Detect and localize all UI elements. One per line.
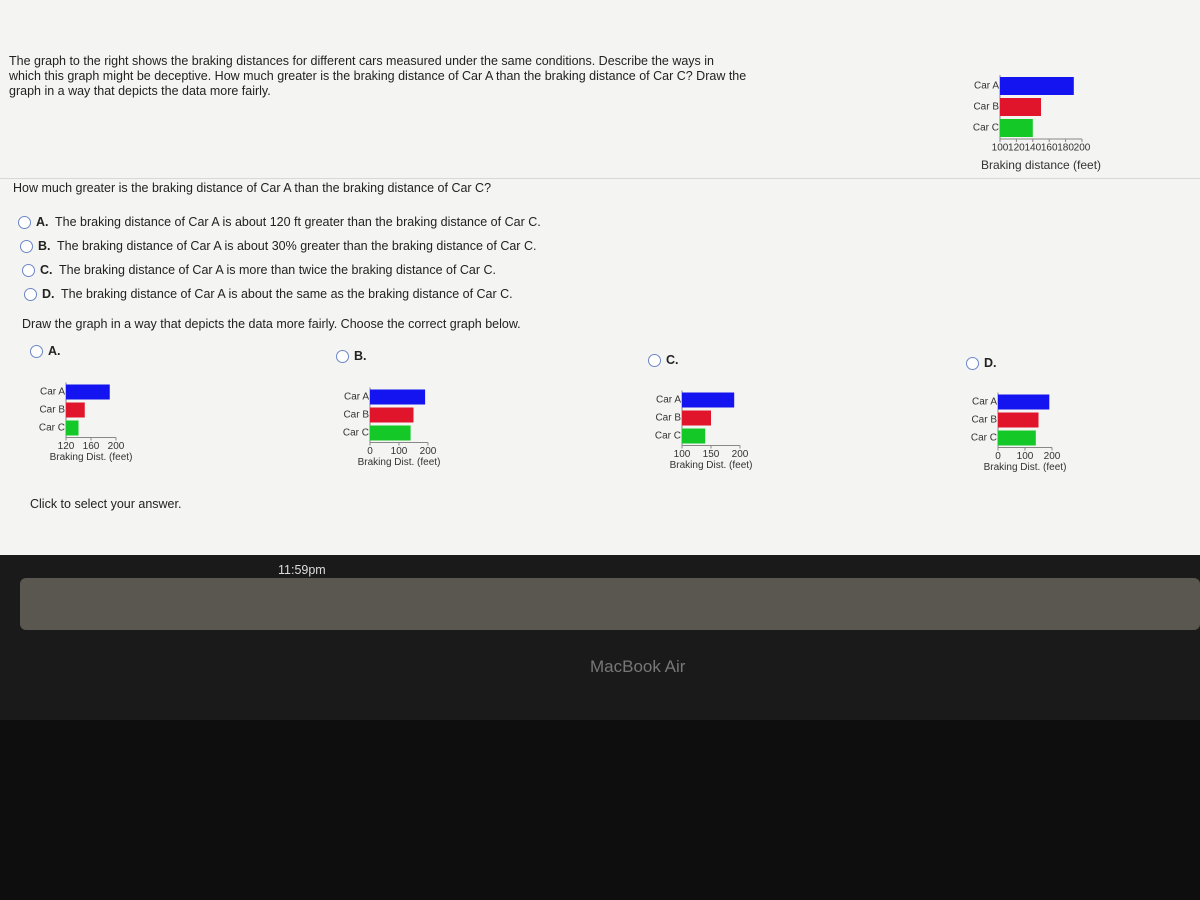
category-label: Car C	[343, 428, 369, 439]
radio-button[interactable]	[22, 264, 35, 277]
category-label: Car C	[973, 123, 999, 134]
bar	[1000, 98, 1041, 116]
category-label: Car C	[39, 423, 65, 434]
category-label: Car A	[656, 395, 681, 406]
category-label: Car A	[40, 387, 65, 398]
category-label: Car B	[655, 413, 681, 424]
bar	[370, 389, 426, 405]
graph-choice-letter: A.	[48, 344, 61, 358]
x-tick-label: 200	[108, 441, 125, 452]
bar	[1000, 77, 1074, 95]
x-tick-label: 160	[1041, 143, 1058, 154]
dock	[20, 578, 1200, 630]
choice-letter: A.	[36, 215, 49, 229]
x-axis-label: Braking Dist. (feet)	[358, 457, 441, 468]
category-label: Car A	[344, 392, 369, 403]
radio-button[interactable]	[30, 345, 43, 358]
graph-choice-letter: B.	[354, 349, 367, 363]
x-tick-label: 0	[995, 451, 1001, 462]
bar	[66, 420, 79, 436]
x-tick-label: 100	[391, 446, 408, 457]
x-tick-label: 100	[992, 143, 1009, 154]
bar	[66, 402, 85, 418]
graph-prompt: Draw the graph in a way that depicts the…	[22, 317, 521, 331]
question-text: The graph to the right shows the braking…	[9, 54, 747, 98]
laptop-label: MacBook Air	[590, 657, 686, 676]
x-tick-label: 120	[1008, 143, 1025, 154]
bar	[998, 430, 1036, 446]
x-axis-label: Braking distance (feet)	[981, 158, 1101, 172]
choice-letter: B.	[38, 239, 51, 253]
graph-choice-letter: C.	[666, 353, 679, 367]
click-text: Click to select your answer.	[30, 497, 182, 511]
bar	[682, 428, 706, 444]
radio-button[interactable]	[20, 240, 33, 253]
x-tick-label: 100	[1017, 451, 1034, 462]
radio-button[interactable]	[336, 350, 349, 363]
bar	[998, 394, 1050, 410]
radio-button[interactable]	[18, 216, 31, 229]
x-axis-label: Braking Dist. (feet)	[50, 452, 133, 463]
x-tick-label: 200	[420, 446, 437, 457]
sub-question: How much greater is the braking distance…	[13, 181, 492, 195]
bar	[1000, 119, 1033, 137]
choice-text: The braking distance of Car A is about 1…	[55, 215, 541, 229]
due-time: 11:59pm	[278, 563, 326, 577]
bar	[66, 384, 110, 400]
category-label: Car C	[971, 433, 997, 444]
bar	[370, 407, 414, 423]
x-tick-label: 0	[367, 446, 373, 457]
radio-button[interactable]	[24, 288, 37, 301]
x-axis-label: Braking Dist. (feet)	[670, 460, 753, 471]
x-tick-label: 180	[1057, 143, 1074, 154]
x-tick-label: 150	[703, 449, 720, 460]
choice-text: The braking distance of Car A is about t…	[61, 287, 513, 301]
x-tick-label: 200	[732, 449, 749, 460]
radio-button[interactable]	[648, 354, 661, 367]
category-label: Car A	[972, 397, 997, 408]
category-label: Car B	[39, 405, 65, 416]
keyboard	[0, 720, 1200, 900]
bar	[998, 412, 1039, 428]
separator	[0, 178, 1200, 179]
graph-choice-letter: D.	[984, 356, 997, 370]
category-label: Car B	[973, 102, 999, 113]
bar	[682, 392, 735, 408]
x-tick-label: 100	[674, 449, 691, 460]
category-label: Car A	[974, 81, 999, 92]
x-axis-label: Braking Dist. (feet)	[984, 462, 1067, 473]
x-tick-label: 120	[58, 441, 75, 452]
category-label: Car B	[343, 410, 369, 421]
x-tick-label: 200	[1044, 451, 1061, 462]
bar	[682, 410, 711, 426]
choice-letter: D.	[42, 287, 55, 301]
x-tick-label: 160	[83, 441, 100, 452]
choice-text: The braking distance of Car A is more th…	[59, 263, 497, 277]
choice-text: The braking distance of Car A is about 3…	[57, 239, 537, 253]
bar	[370, 425, 411, 441]
x-tick-label: 140	[1024, 143, 1041, 154]
radio-button[interactable]	[966, 357, 979, 370]
choice-letter: C.	[40, 263, 53, 277]
category-label: Car B	[971, 415, 997, 426]
category-label: Car C	[655, 431, 681, 442]
x-tick-label: 200	[1074, 143, 1091, 154]
